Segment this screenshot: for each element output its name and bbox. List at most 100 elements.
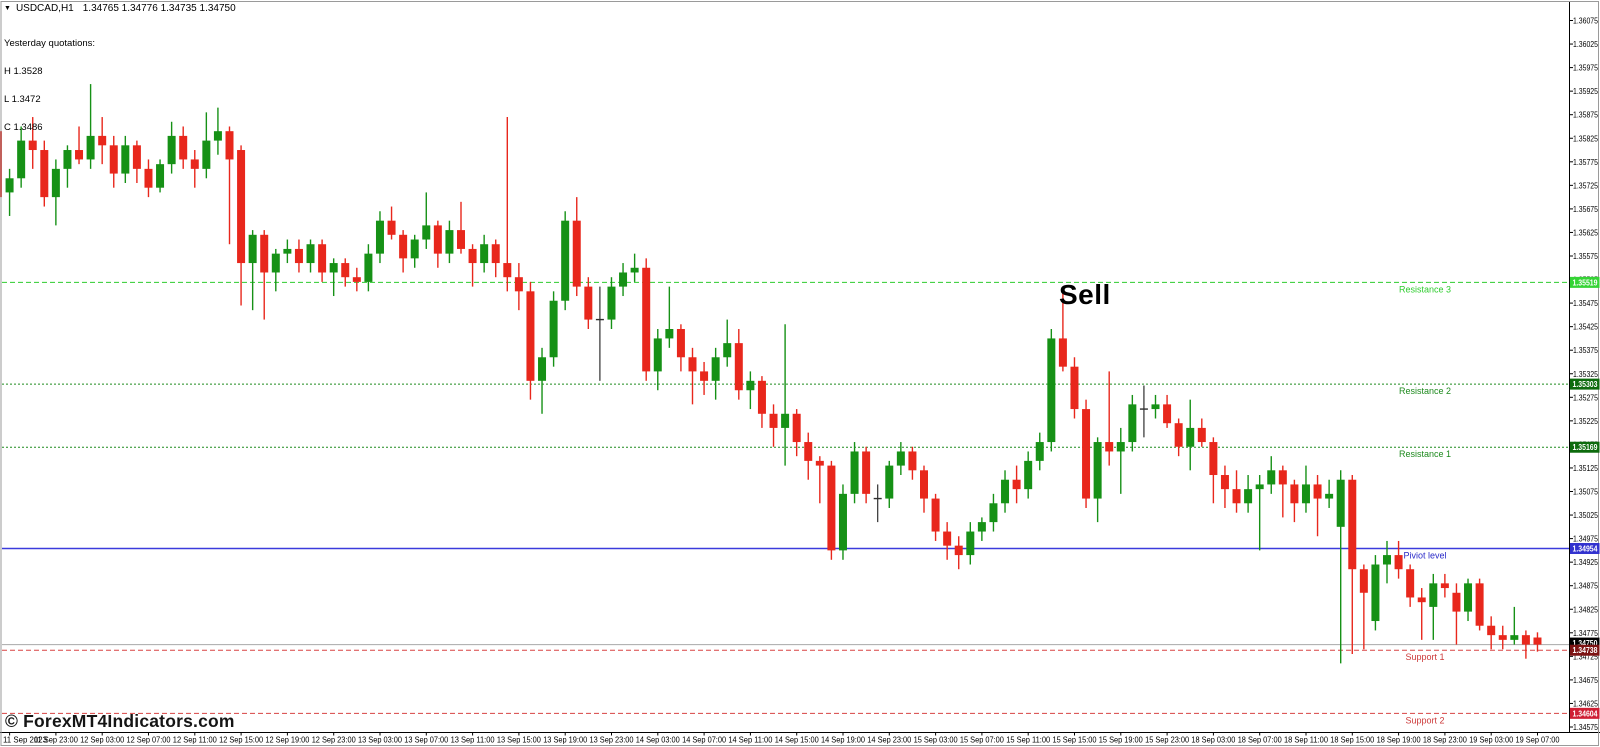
candle-body [17,140,26,179]
time-axis-label: 18 Sep 03:00 [1191,736,1235,745]
candle-body [1093,442,1102,499]
candle-body [1070,366,1079,410]
price-axis-label: 1.35375 [1573,346,1598,355]
candle-body [98,135,107,146]
candle-body [445,230,454,254]
candle-body [1012,479,1021,490]
candle-body [711,357,720,381]
candle-body [734,343,743,391]
candle-body [561,220,570,301]
candle-body [387,220,396,235]
time-axis-label: 18 Sep 11:00 [1284,736,1329,745]
candle-body [1197,427,1206,443]
candle-body [63,150,72,169]
price-axis-label: 1.35975 [1573,64,1598,73]
candle-body [514,277,523,292]
candle-body [931,498,940,532]
candle-body [908,451,917,471]
candle-body [5,178,14,193]
level-badge-support-1 [1570,644,1600,656]
candle-body [503,263,512,278]
candle-body [966,531,975,556]
time-axis-label: 15 Sep 19:00 [1099,736,1143,745]
time-axis-label: 15 Sep 23:00 [1145,736,1189,745]
time-axis-label: 13 Sep 15:00 [497,736,541,745]
candle-body [248,234,257,264]
candle-body [746,380,755,391]
candle-body [607,286,616,320]
price-axis-label: 1.34625 [1573,699,1598,708]
candle-body [271,253,280,273]
yesterday-close: C 1.3486 [4,122,43,134]
time-axis-label: 12 Sep 03:00 [80,736,124,745]
candle-body [1255,484,1264,490]
candle-body [1209,442,1218,476]
candle-body [179,135,188,160]
candle-body [1128,404,1137,443]
candle-body [1301,484,1310,504]
current-price-badge-text: 1.34750 [1573,639,1598,648]
candle-body [1452,592,1461,612]
time-axis-label: 18 Sep 07:00 [1238,736,1282,745]
candle-body [75,150,84,160]
candle-body [642,267,651,372]
level-badge-support-2-text: 1.34604 [1573,709,1598,718]
candle-body [294,248,303,264]
candle-body [1417,597,1426,603]
chart-expand-icon[interactable]: ▼ [4,5,11,12]
time-axis-label: 15 Sep 15:00 [1053,736,1097,745]
candle-body [352,277,361,282]
candle-body [1116,442,1125,452]
candle-body [526,291,535,381]
candle-body [28,140,37,151]
candle-body [1220,475,1229,490]
candle-body [1174,423,1183,447]
price-axis-label: 1.34675 [1573,676,1598,685]
candle-body [190,159,199,169]
watermark: © ForexMT4Indicators.com [5,711,235,731]
price-axis-label: 1.35925 [1573,87,1598,96]
time-axis-label: 15 Sep 03:00 [914,736,958,745]
candle-body [202,140,211,169]
candle-body [329,263,338,273]
level-badge-resistance-1-text: 1.35169 [1573,443,1598,452]
time-axis-label: 13 Sep 11:00 [451,736,496,745]
price-axis-label: 1.34575 [1573,723,1598,732]
candle-body [862,451,871,494]
candle-body [1082,409,1091,499]
price-axis-label: 1.36075 [1573,17,1598,26]
candle-body [1290,484,1299,504]
candle-body [156,164,165,188]
candle-body [109,145,118,174]
level-label-pivot: Piviot level [1403,550,1446,560]
candle-body [1429,583,1438,607]
candle-body [1487,625,1496,636]
price-axis-label: 1.34925 [1573,558,1598,567]
price-axis-label: 1.34725 [1573,652,1598,661]
sell-annotation: Sell [1059,279,1111,310]
price-axis-label: 1.35225 [1573,417,1598,426]
time-axis-label: 14 Sep 19:00 [821,736,865,745]
candle-body [1406,569,1415,598]
level-label-support-1: Support 1 [1405,652,1444,662]
candle-body [630,267,639,273]
candle-body [1186,427,1195,447]
candle-body [943,531,952,546]
candle-body [1336,479,1345,527]
time-axis-label: 19 Sep 07:00 [1516,736,1560,745]
current-price-badge [1570,637,1600,649]
candle-body [1359,569,1368,593]
candle-body [619,272,628,287]
level-badge-resistance-2 [1570,378,1600,390]
price-axis-label: 1.35775 [1573,158,1598,167]
candle-body [86,135,95,160]
candle-body [1533,637,1542,645]
candle-body [237,150,246,264]
price-axis-label: 1.35025 [1573,511,1598,520]
price-axis-label: 1.35325 [1573,370,1598,379]
candle-body [375,220,384,254]
price-axis-label: 1.35625 [1573,228,1598,237]
time-axis-label: 14 Sep 15:00 [775,736,819,745]
